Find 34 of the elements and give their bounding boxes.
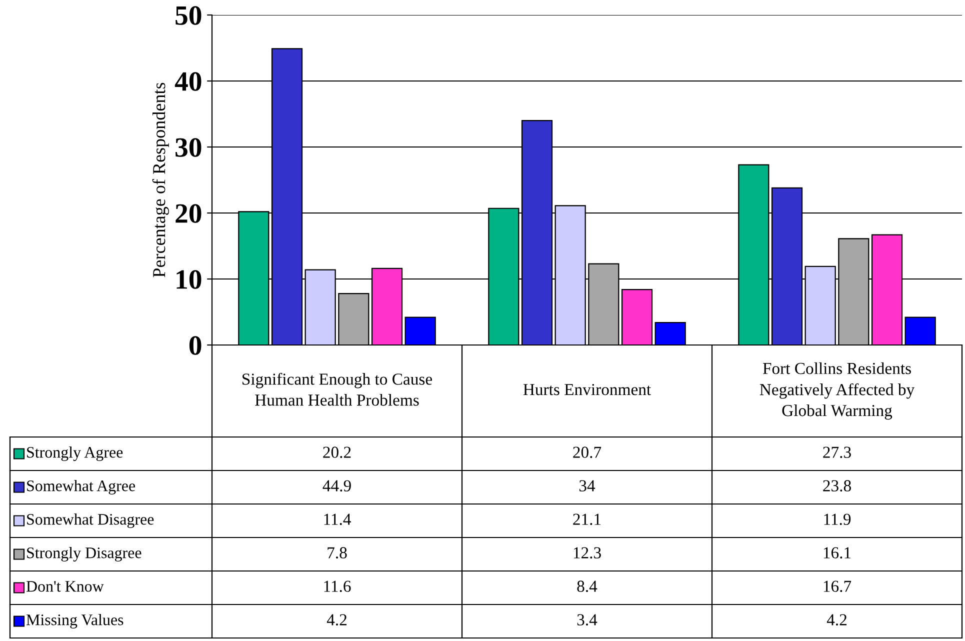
- data-label: 3.4: [577, 614, 598, 626]
- data-label: 27.3: [823, 446, 851, 458]
- x-tick-label: Hurts Environment: [523, 384, 652, 396]
- legend-label: Don't Know: [26, 581, 104, 592]
- data-label: 8.4: [577, 580, 598, 592]
- data-label: 12.3: [574, 547, 601, 558]
- legend-label: Somewhat Agree: [27, 480, 136, 495]
- y-tick-label: 50: [176, 6, 202, 25]
- x-tick-label: Fort Collins Residents Negatively Affected by Global Warming: [760, 362, 915, 420]
- data-label: 20.7: [573, 446, 602, 458]
- y-tick-label: 20: [176, 204, 202, 223]
- data-label: 11.9: [824, 514, 851, 525]
- data-label: 16.7: [824, 580, 852, 592]
- data-label: 11.6: [324, 580, 351, 592]
- y-tick-label: 30: [176, 138, 202, 157]
- y-tick-label: 40: [174, 72, 202, 91]
- legend-label: Strongly Agree: [27, 446, 123, 462]
- legend-label: Missing Values: [26, 614, 124, 629]
- data-label: 7.8: [328, 547, 347, 558]
- data-label: 4.2: [326, 614, 346, 626]
- data-label: 44.9: [322, 480, 351, 492]
- data-label: 34: [579, 480, 596, 492]
- legend-label: Strongly Disagree: [27, 546, 142, 562]
- data-label: 23.8: [823, 480, 851, 492]
- legend-label: Somewhat Disagree: [27, 513, 154, 528]
- data-label: 21.1: [573, 514, 601, 525]
- x-tick-label: Significant Enough to Cause Human Health Problems: [242, 372, 432, 406]
- data-label: 20.2: [323, 446, 351, 458]
- data-label: 4.2: [826, 614, 846, 626]
- y-tick-label: 0: [189, 336, 202, 355]
- y-tick-label: 10: [176, 270, 202, 289]
- data-label: 11.4: [324, 514, 352, 525]
- data-label: 16.1: [824, 547, 851, 558]
- y-axis-title: Percentage of Respondents: [152, 82, 169, 278]
